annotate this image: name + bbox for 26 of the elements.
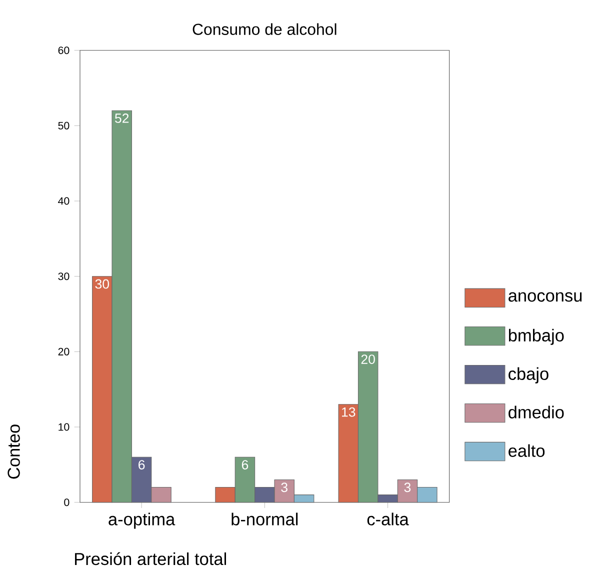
y-tick-label: 0 xyxy=(64,498,70,506)
y-tick-label: 50 xyxy=(58,122,70,130)
legend-label: ealto xyxy=(508,444,545,457)
data-label: 6 xyxy=(138,460,145,470)
y-tick-label: 10 xyxy=(58,423,70,431)
y-tick-label: 30 xyxy=(58,272,70,280)
data-label: 3 xyxy=(281,482,288,492)
x-tick-label: a-optima xyxy=(108,512,176,529)
data-label: 52 xyxy=(115,114,129,123)
data-label: 20 xyxy=(361,354,375,364)
data-label: 13 xyxy=(342,407,356,417)
y-tick-label: 60 xyxy=(58,46,70,54)
x-axis-title: Presión arterial total xyxy=(75,552,226,566)
data-label: 30 xyxy=(95,279,110,289)
x-tick-label: c-alta xyxy=(367,512,409,526)
legend-label: dmedio xyxy=(508,406,564,418)
legend-label: bmbajo xyxy=(508,328,564,345)
y-tick-label: 20 xyxy=(58,348,70,356)
legend-label: anoconsu xyxy=(508,292,582,302)
data-label: 3 xyxy=(404,482,411,492)
data-label: 6 xyxy=(242,460,248,470)
chart-title: Consumo de alcohol xyxy=(192,23,336,35)
legend-label: cbajo xyxy=(508,367,548,384)
y-axis-title: Conteo xyxy=(8,424,20,479)
x-tick-label: b-normal xyxy=(232,512,298,526)
y-tick-label: 40 xyxy=(58,197,70,205)
